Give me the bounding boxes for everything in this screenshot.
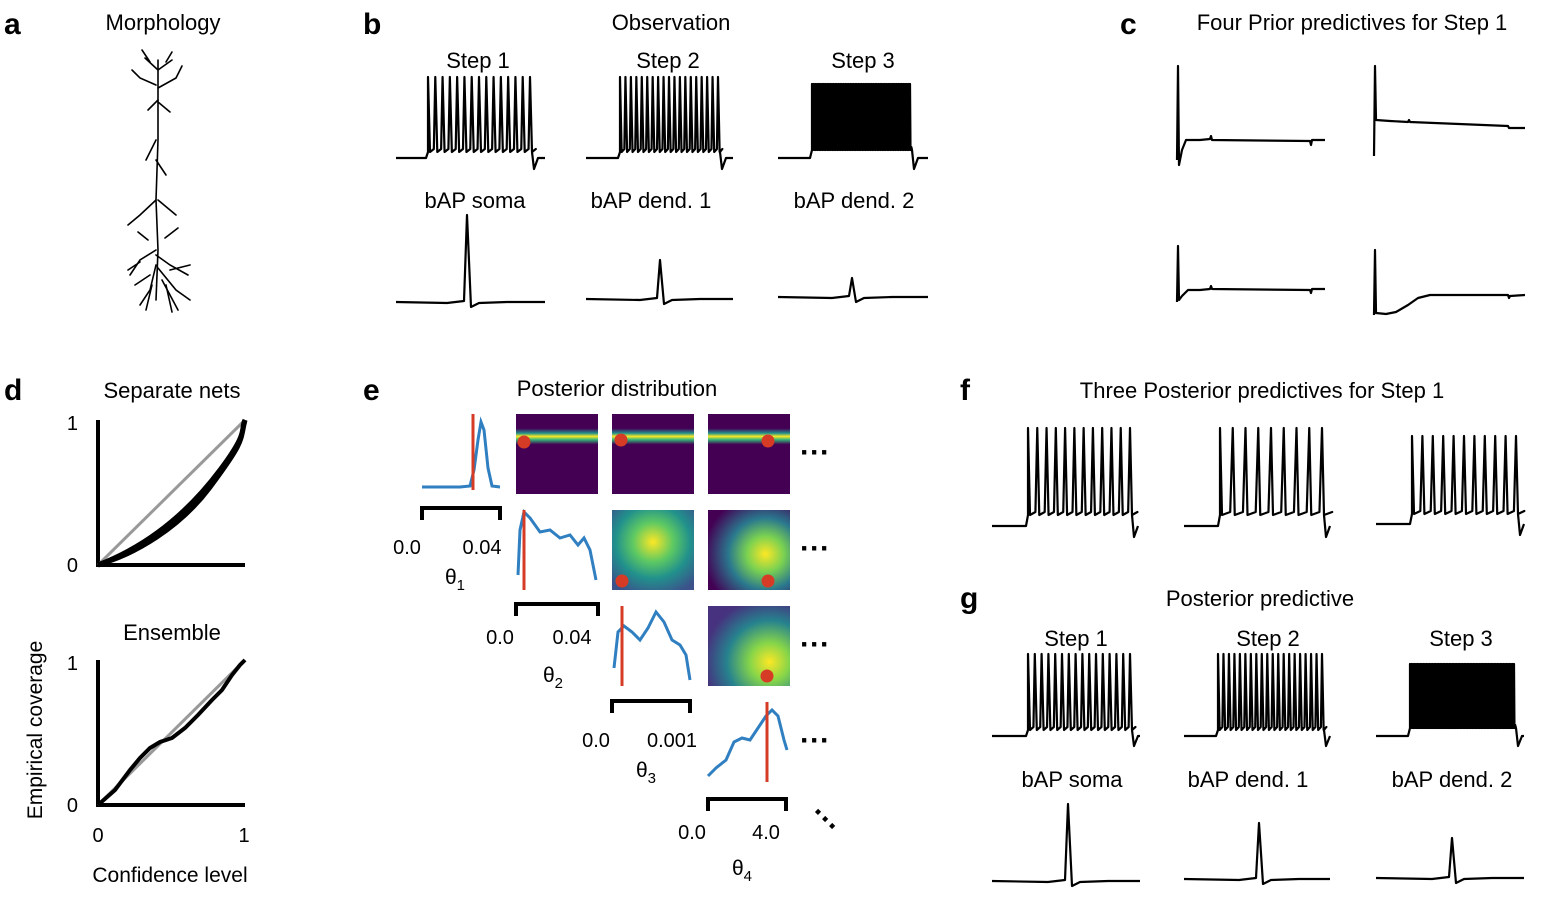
d-xtick-1: 1: [238, 825, 249, 847]
f-trace-1: [992, 426, 1140, 539]
e-title: Posterior distribution: [517, 376, 718, 401]
panel-label-c: c: [1120, 8, 1137, 41]
d-ylabel: Empirical coverage: [24, 641, 47, 820]
e-ellipsis-row4: ···: [800, 724, 830, 757]
neuron-morphology: [127, 49, 191, 313]
d-bottom-ytick-0: 0: [67, 795, 78, 817]
g-bap-dend2-trace: [1375, 836, 1524, 885]
e-theta1-tick1: 0.04: [463, 537, 502, 559]
e-theta3-tick1: 0.001: [647, 730, 697, 752]
e-heatmap-12: [516, 414, 598, 494]
d-bottom-ytick-1: 1: [67, 653, 78, 675]
e-density-theta1: [422, 416, 501, 489]
e-heatmap-24: [708, 510, 790, 590]
e-axis-theta4: [706, 797, 788, 811]
d-xtick-0: 0: [92, 825, 103, 847]
b-step3-trace: [778, 82, 928, 171]
e-theta4-tick0: 0.0: [678, 822, 706, 844]
panel-b-title: Observation: [612, 10, 731, 35]
g-bap-dend1-label: bAP dend. 1: [1188, 767, 1309, 792]
b-bap-dend1-trace: [585, 258, 733, 306]
e-truth-dot-14: [761, 434, 775, 448]
d-xlabel: Confidence level: [92, 864, 247, 887]
g-bap-soma-label: bAP soma: [1021, 767, 1123, 792]
e-ellipsis-row1: ···: [800, 436, 830, 469]
e-truth-dot-23: [615, 574, 629, 588]
g-bap-dend1-trace: [1183, 821, 1330, 886]
c-prior-trace-3: [1175, 244, 1325, 303]
d-top-ytick-0: 0: [67, 555, 78, 577]
panel-label-d: d: [4, 374, 22, 407]
e-ellipsis-diagonal: ···: [803, 798, 848, 843]
g-bap-dend2-label: bAP dend. 2: [1392, 767, 1513, 792]
e-theta4-label: θ4: [732, 857, 752, 885]
e-heatmap-13: [612, 414, 694, 494]
b-bap-dend2-trace: [777, 276, 928, 304]
e-heatmap-14: [708, 414, 790, 494]
e-ellipsis-row2: ···: [800, 532, 830, 565]
b-step1-trace: [396, 75, 545, 171]
g-step2-label: Step 2: [1236, 626, 1300, 651]
e-density-theta2: [516, 509, 598, 581]
panel-label-b: b: [363, 8, 381, 41]
e-axis-theta3: [610, 699, 692, 713]
panel-label-g: g: [960, 582, 978, 615]
e-theta2-tick0: 0.0: [486, 627, 514, 649]
c-prior-trace-2: [1372, 64, 1525, 157]
e-theta2-label: θ2: [543, 664, 563, 692]
g-step1-label: Step 1: [1044, 626, 1108, 651]
d-top-title: Separate nets: [104, 378, 241, 403]
panel-a-title: Morphology: [106, 10, 221, 35]
e-ellipsis-row3: ···: [800, 628, 830, 661]
d-bottom-plot: [96, 658, 247, 807]
g-title: Posterior predictive: [1166, 586, 1354, 611]
g-step3-trace: [1376, 662, 1524, 748]
f-trace-2: [1184, 426, 1334, 539]
e-truth-dot-24: [761, 574, 775, 588]
e-heatmap-34: [708, 606, 790, 686]
g-step3-label: Step 3: [1429, 626, 1493, 651]
f-title: Three Posterior predictives for Step 1: [1080, 378, 1444, 403]
e-truth-dot-12: [517, 435, 531, 449]
e-theta3-tick0: 0.0: [582, 730, 610, 752]
e-truth-dot-34: [760, 669, 774, 683]
e-density-theta4: [706, 707, 789, 778]
b-step1-label: Step 1: [446, 48, 510, 73]
panel-label-f: f: [960, 374, 971, 407]
b-step2-label: Step 2: [636, 48, 700, 73]
g-step2-trace: [1184, 652, 1332, 748]
c-prior-trace-1: [1175, 64, 1325, 167]
d-top-ytick-1: 1: [67, 413, 78, 435]
e-theta3-label: θ3: [636, 759, 656, 787]
e-theta1-label: θ1: [445, 566, 465, 594]
d-bottom-title: Ensemble: [123, 620, 221, 645]
d-top-plot: [96, 418, 248, 568]
e-density-theta3: [612, 609, 692, 681]
e-theta4-tick1: 4.0: [752, 822, 780, 844]
e-theta2-tick1: 0.04: [553, 627, 592, 649]
e-axis-theta1: [420, 506, 502, 520]
panel-label-a: a: [4, 8, 21, 41]
b-step3-label: Step 3: [831, 48, 895, 73]
b-step2-trace: [586, 75, 733, 171]
b-bap-soma-trace: [395, 213, 545, 309]
c-prior-trace-4: [1372, 248, 1526, 316]
e-truth-dot-13: [614, 433, 628, 447]
b-bap-soma-label: bAP soma: [424, 188, 526, 213]
e-axis-theta2: [514, 602, 600, 616]
b-bap-dend2-label: bAP dend. 2: [794, 188, 915, 213]
b-bap-dend1-label: bAP dend. 1: [591, 188, 712, 213]
g-step1-trace: [992, 652, 1140, 748]
g-bap-soma-trace: [991, 802, 1140, 888]
e-theta1-tick0: 0.0: [393, 537, 421, 559]
panel-c-title: Four Prior predictives for Step 1: [1197, 10, 1508, 35]
panel-label-e: e: [363, 374, 380, 407]
f-trace-3: [1376, 434, 1526, 537]
